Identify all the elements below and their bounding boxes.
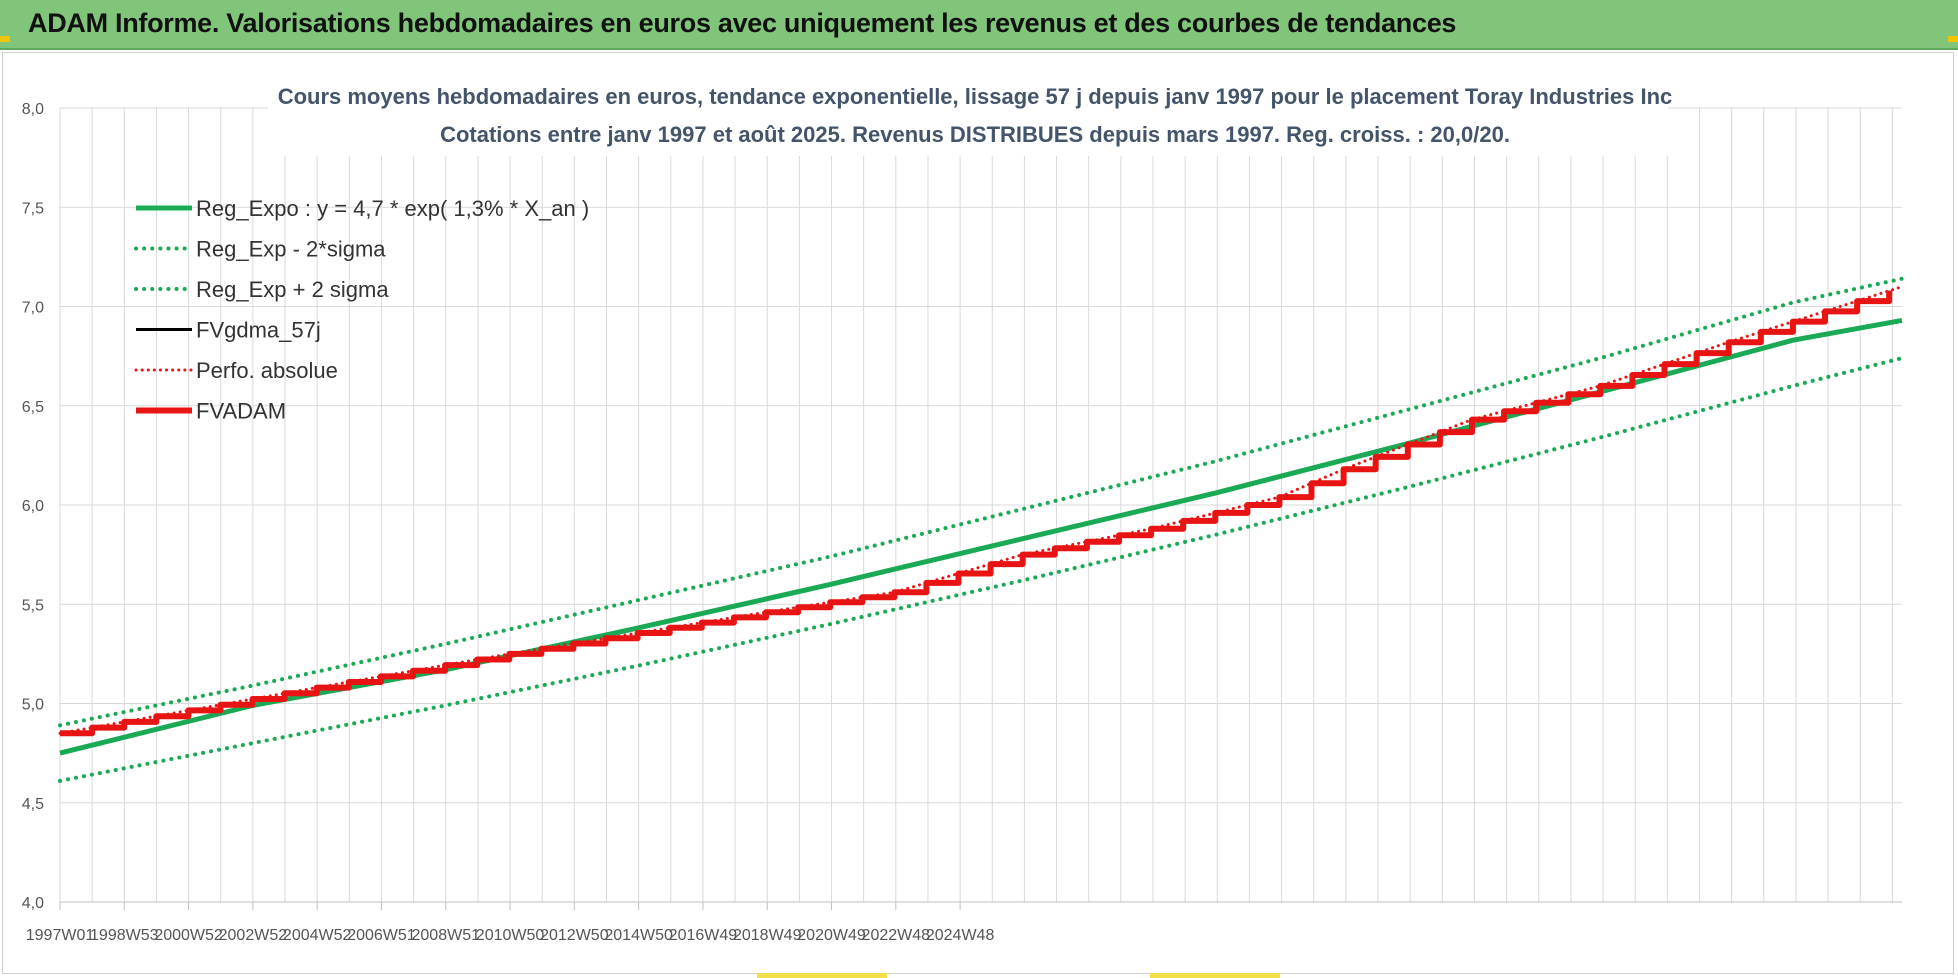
bottom-marker-1 [757,973,887,978]
x-tick-label: 2022W48 [862,927,931,944]
x-tick-label: 2010W50 [476,927,545,944]
series-line-6 [60,290,1893,737]
x-tick-label: 2000W52 [154,927,223,944]
x-tick-label: 2012W50 [540,927,609,944]
legend-label: Reg_Exp + 2 sigma [196,277,389,302]
y-tick-label: 5,5 [22,597,44,614]
x-tick-label: 2004W52 [283,927,352,944]
y-tick-label: 7,0 [22,300,44,317]
x-tick-label: 2016W49 [669,927,738,944]
corner-marker-left [0,36,10,42]
legend-label: Reg_Exp - 2*sigma [196,237,386,262]
legend-label: FVADAM [196,399,286,424]
y-tick-label: 6,5 [22,399,44,416]
bottom-marker-2 [1150,973,1280,978]
x-tick-label: 2014W50 [604,927,673,944]
x-tick-label: 2006W51 [347,927,416,944]
title-background [268,80,1668,156]
report-title: ADAM Informe. Valorisations hebdomadaire… [28,8,1457,38]
series-lines [58,276,1904,783]
legend: Reg_Expo : y = 4,7 * exp( 1,3% * X_an ) R… [134,196,589,424]
y-tick-label: 4,5 [22,796,44,813]
legend-label: Reg_Expo : y = 4,7 * exp( 1,3% * X_an ) [196,196,589,221]
y-tick-label: 5,0 [22,697,44,714]
chart-frame [2,52,1954,974]
grid [59,107,1902,903]
series-line-2 [58,356,1904,783]
y-tick-label: 8,0 [22,101,44,118]
x-tick-label: 2008W51 [412,927,481,944]
x-tick-label: 2020W49 [797,927,866,944]
x-tick-label: 1997W01 [26,927,95,944]
chart-title: Cours moyens hebdomadaires en euros, ten… [278,84,1673,109]
x-tick-label: 2002W52 [219,927,288,944]
legend-label: Perfo. absolue [196,358,338,383]
series-line-3 [58,276,1904,728]
report-banner: ADAM Informe. Valorisations hebdomadaire… [0,0,1958,50]
x-tick-label: 2018W49 [733,927,802,944]
y-tick-label: 7,5 [22,200,44,217]
y-tick-label: 6,0 [22,498,44,515]
x-tick-label: 2024W48 [926,927,995,944]
y-tick-label: 4,0 [22,895,44,912]
x-tick-label: 1998W53 [90,927,159,944]
legend-label: FVgdma_57j [196,318,321,343]
chart-subtitle: Cotations entre janv 1997 et août 2025. … [440,122,1510,147]
axes: 8,0 7,5 7,0 6,5 6,0 5,5 5,0 4,5 4,0 1997W011998W5… [22,101,1902,944]
corner-marker-right [1948,36,1958,42]
